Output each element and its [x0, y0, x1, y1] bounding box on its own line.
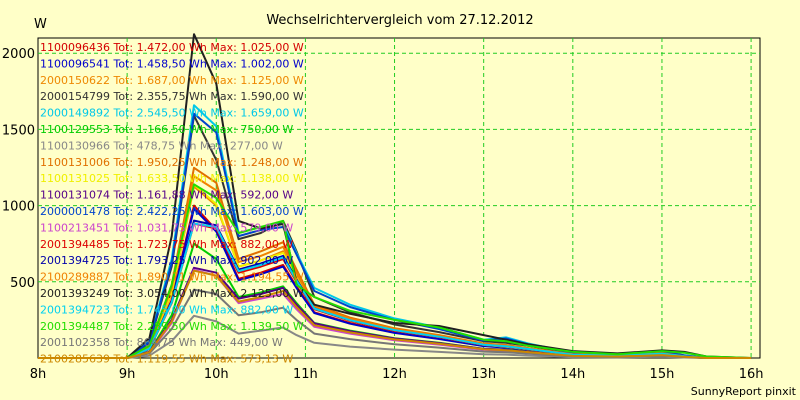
chart-title: Wechselrichtervergleich vom 27.12.2012: [266, 13, 533, 28]
x-tick-label: 13h: [471, 367, 496, 382]
x-tick-label: 12h: [382, 367, 407, 382]
legend-entry-1100131074: 1100131074 Tot: 1.161,88 Wh Max: 592,00 …: [40, 189, 293, 202]
legend-entry-2000154799: 2000154799 Tot: 2.355,75 Wh Max: 1.590,0…: [40, 90, 304, 103]
legend-entry-2001394487: 2001394487 Tot: 2.289,50 Wh Max: 1.139,5…: [40, 320, 304, 333]
legend: 1100096436 Tot: 1.472,00 Wh Max: 1.025,0…: [40, 41, 304, 366]
legend-entry-2001394723: 2001394723 Tot: 1.745,00 Wh Max: 882,00 …: [40, 303, 293, 316]
x-tick-label: 10h: [204, 367, 229, 382]
legend-entry-2000149892: 2000149892 Tot: 2.545,50 Wh Max: 1.659,0…: [40, 107, 304, 120]
legend-entry-1100131006: 1100131006 Tot: 1.950,25 Wh Max: 1.248,0…: [40, 156, 304, 169]
y-axis-label: W: [34, 17, 47, 32]
legend-entry-1100131025: 1100131025 Tot: 1.633,50 Wh Max: 1.138,0…: [40, 172, 304, 185]
y-tick-label: 1000: [2, 200, 35, 215]
legend-entry-1100096541: 1100096541 Tot: 1.458,50 Wh Max: 1.002,0…: [40, 57, 304, 70]
y-tick-label: 500: [10, 276, 35, 291]
legend-entry-2100285639: 2100285639 Tot: 1.119,55 Wh Max: 573,13 …: [40, 353, 293, 366]
y-axis-ticks: 500 1000 1500 2000: [2, 47, 35, 291]
y-tick-label: 1500: [2, 123, 35, 138]
x-tick-label: 15h: [650, 367, 675, 382]
x-tick-label: 9h: [119, 367, 136, 382]
x-tick-label: 14h: [560, 367, 585, 382]
y-tick-label: 2000: [2, 47, 35, 62]
series-line-2100285639: [38, 269, 752, 359]
legend-entry-1100096436: 1100096436 Tot: 1.472,00 Wh Max: 1.025,0…: [40, 41, 304, 54]
x-tick-label: 11h: [293, 367, 318, 382]
legend-entry-1100130966: 1100130966 Tot: 478,75 Wh Max: 277,00 W: [40, 139, 283, 152]
grid: [38, 38, 760, 358]
series-line-2001394487: [38, 183, 752, 359]
legend-entry-2000150622: 2000150622 Tot: 1.687,00 Wh Max: 1.125,0…: [40, 74, 304, 87]
x-tick-label: 16h: [739, 367, 764, 382]
x-axis-ticks: 8h 9h 10h 11h 12h 13h 14h 15h 16h: [30, 367, 764, 382]
legend-entry-2001102358: 2001102358 Tot: 864,75 Wh Max: 449,00 W: [40, 336, 283, 349]
series-lines: [38, 33, 752, 359]
x-tick-label: 8h: [30, 367, 47, 382]
legend-entry-2100289887: 2100289887 Tot: 1.890,71 Wh Max: 1.194,5…: [40, 271, 304, 284]
footer-credit: SunnyReport pinxit: [691, 385, 797, 398]
legend-entry-2001394725: 2001394725 Tot: 1.793,25 Wh Max: 902,00 …: [40, 254, 293, 267]
legend-entry-2001394485: 2001394485 Tot: 1.723,75 Wh Max: 882,00 …: [40, 238, 293, 251]
legend-entry-2000001478: 2000001478 Tot: 2.422,25 Wh Max: 1.603,0…: [40, 205, 304, 218]
legend-entry-1100213451: 1100213451 Tot: 1.031,75 Wh Max: 579,00 …: [40, 221, 293, 234]
legend-entry-1100129553: 1100129553 Tot: 1.166,50 Wh Max: 750,00 …: [40, 123, 293, 136]
legend-entry-2001393249: 2001393249 Tot: 3.054,00 Wh Max: 2.125,0…: [40, 287, 304, 300]
